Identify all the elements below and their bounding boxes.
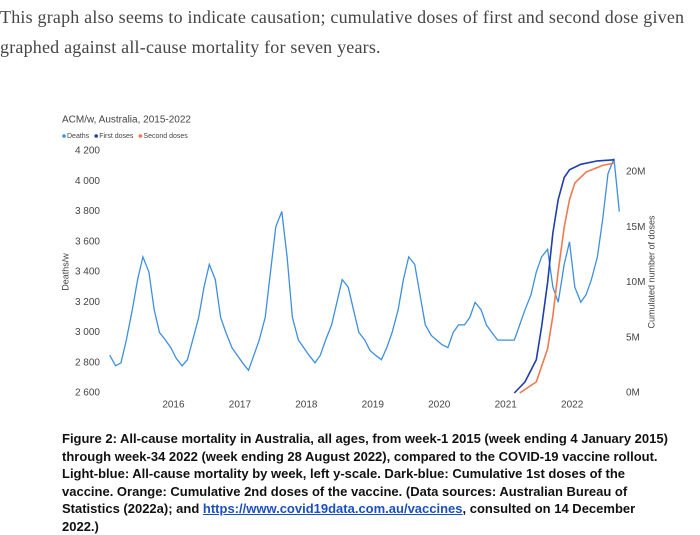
paragraph: This graph also seems to indicate causat… bbox=[0, 7, 685, 57]
x-tick-label: 2021 bbox=[495, 400, 518, 411]
chart-title: ACM/w, Australia, 2015-2022 bbox=[62, 115, 191, 126]
legend-label: Second doses bbox=[143, 133, 188, 140]
y-tick-label: 2 600 bbox=[75, 388, 100, 399]
series-line bbox=[519, 162, 615, 394]
caption-end: , consulted on 14 December 2022.) bbox=[62, 501, 636, 534]
x-tick-label: 2020 bbox=[428, 400, 451, 411]
caption: Figure 2: All-cause mortality in Austral… bbox=[62, 430, 672, 535]
series-line bbox=[109, 158, 620, 372]
y-tick-label: 3 600 bbox=[75, 236, 100, 247]
y-axis-label: Deaths/w bbox=[60, 253, 70, 291]
caption-text: Figure 2: All-cause mortality in Austral… bbox=[62, 431, 668, 516]
x-tick-label: 2017 bbox=[229, 400, 252, 411]
y-tick-label: 3 800 bbox=[75, 206, 100, 217]
caption-link[interactable]: https://www.covid19data.com.au/vaccines bbox=[202, 501, 463, 516]
x-tick-label: 2019 bbox=[362, 400, 385, 411]
legend-marker bbox=[62, 134, 66, 138]
y-tick-label: 4 000 bbox=[75, 176, 100, 187]
legend-label: First doses bbox=[99, 133, 134, 140]
y2-tick-label: 10M bbox=[626, 277, 645, 288]
x-tick-label: 2022 bbox=[561, 400, 584, 411]
x-tick-label: 2018 bbox=[295, 400, 318, 411]
legend-label: Deaths bbox=[67, 133, 90, 140]
y-tick-label: 3 400 bbox=[75, 267, 100, 278]
y2-tick-label: 0M bbox=[626, 388, 640, 399]
series-line bbox=[513, 159, 615, 394]
chart: ACM/w, Australia, 2015-2022 Deaths/w Cum… bbox=[60, 115, 656, 411]
legend-marker bbox=[94, 134, 98, 138]
y2-tick-label: 20M bbox=[626, 167, 645, 178]
x-tick-label: 2016 bbox=[162, 400, 185, 411]
y-tick-label: 4 200 bbox=[75, 146, 100, 157]
y-tick-label: 3 000 bbox=[75, 327, 100, 338]
y-tick-label: 3 200 bbox=[75, 297, 100, 308]
y2-tick-label: 15M bbox=[626, 222, 645, 233]
y-tick-label: 2 800 bbox=[75, 357, 100, 368]
y2-tick-label: 5M bbox=[626, 332, 640, 343]
legend-marker bbox=[138, 134, 143, 138]
y2-axis-label: Cumulated number of doses bbox=[646, 215, 656, 329]
